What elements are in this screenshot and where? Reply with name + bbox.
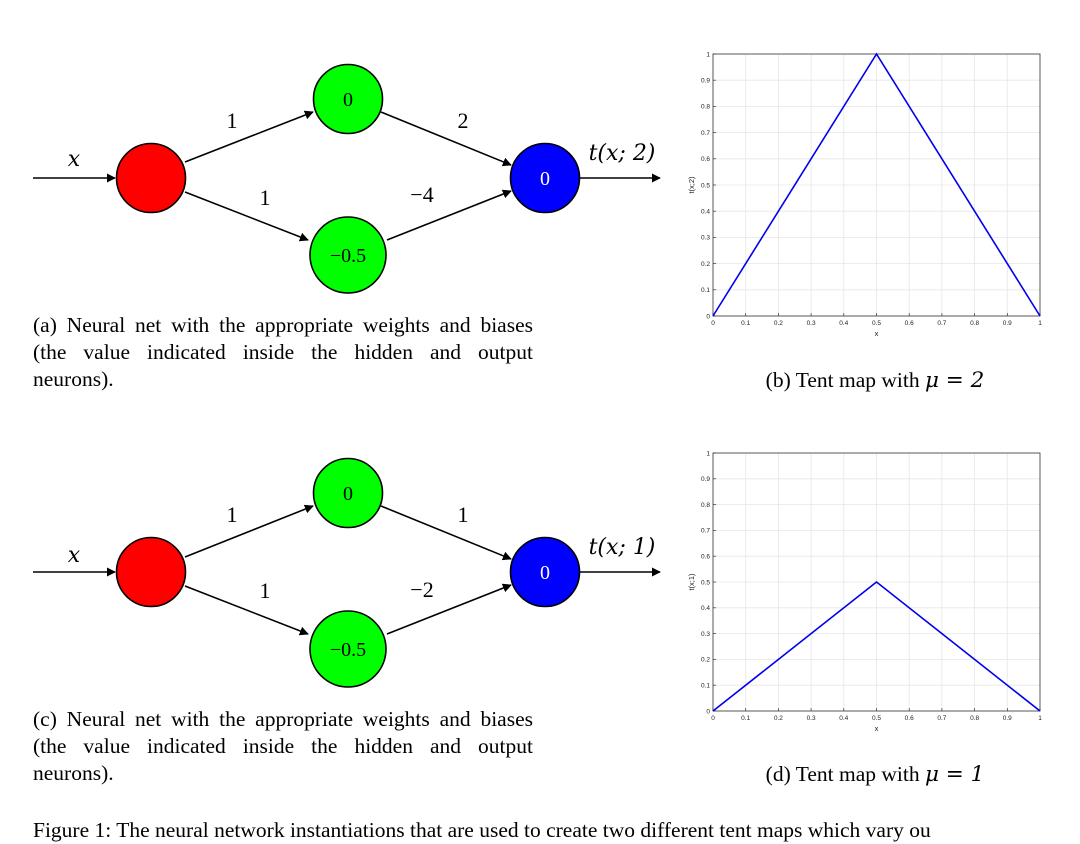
x-tick-label: 0 [711, 715, 715, 722]
x-tick-label: 0.8 [970, 715, 979, 722]
x-tick-label: 0.1 [741, 320, 750, 327]
y-tick-label: 0.4 [701, 605, 710, 612]
x-tick-label: 0.7 [937, 320, 946, 327]
y-tick-label: 1 [706, 51, 710, 58]
x-tick-label: 0.8 [970, 320, 979, 327]
series-line [712, 52, 1041, 317]
y-tick-label: 0.6 [701, 156, 710, 163]
output-label: t(x; 2) [589, 141, 656, 166]
x-tick-label: 0.9 [1003, 320, 1012, 327]
caption-d: (d) Tent map with μ = 1 [700, 761, 1050, 788]
weight-out-bottom: −2 [410, 577, 433, 602]
input-neuron [115, 536, 187, 608]
x-tick-label: 0.6 [905, 715, 914, 722]
hidden-neuron-bottom [309, 216, 387, 294]
weight-out-top: 1 [458, 502, 469, 527]
caption-d-text: (d) Tent map with [765, 762, 925, 786]
y-tick-label: 0.5 [701, 182, 710, 189]
y-tick-label: 0.1 [701, 683, 710, 690]
x-tick-label: 0.3 [807, 715, 816, 722]
x-tick-label: 0 [711, 320, 715, 327]
figure-caption: Figure 1: The neural network instantiati… [33, 818, 931, 842]
x-tick-label: 0.3 [807, 320, 816, 327]
hidden-top-bias: 0 [343, 89, 353, 111]
edge-out-bottom [386, 583, 512, 635]
y-axis-label: t(x;2) [687, 176, 696, 194]
weight-in-top: 1 [227, 108, 238, 133]
x-tick-label: 1 [1038, 715, 1042, 722]
network-a: x 1 1 2 −4 0 −0.5 0 t(x; 2) [33, 63, 661, 294]
output-bias: 0 [540, 168, 550, 190]
tent-map-plot-mu2: 0 0.1 0.2 0.3 0.4 0.5 0.6 0.7 0.8 0.9 1 0 0.1 0.2 0.3 0… [687, 51, 1042, 338]
caption-a: (a) Neural net with the appropriate weig… [33, 313, 533, 391]
edge-in-bottom [184, 191, 309, 242]
y-tick-label: 1 [706, 450, 710, 457]
y-tick-label: 0.6 [701, 554, 710, 561]
input-label: x [68, 543, 81, 568]
y-tick-label: 0.5 [701, 579, 710, 586]
hidden-neuron-top [312, 457, 384, 529]
x-tick-label: 0.2 [774, 715, 783, 722]
caption-b-text: (b) Tent map with [765, 368, 925, 392]
hidden-neuron-top [312, 63, 384, 135]
y-tick-label: 0.9 [701, 476, 710, 483]
caption-c: (c) Neural net with the appropriate weig… [33, 707, 533, 785]
output-neuron [509, 536, 581, 608]
hidden-bottom-bias: −0.5 [330, 639, 366, 661]
weight-in-top: 1 [227, 502, 238, 527]
y-tick-label: 0.8 [701, 104, 710, 111]
y-tick-label: 0.2 [701, 657, 710, 664]
edge-out-bottom [386, 189, 512, 241]
x-tick-label: 0.9 [1003, 715, 1012, 722]
weight-in-bottom: 1 [260, 185, 271, 210]
y-axis-label: t(x;1) [687, 573, 696, 591]
x-axis-label: x [875, 329, 879, 338]
x-tick-label: 0.1 [741, 715, 750, 722]
x-tick-label: 0.7 [937, 715, 946, 722]
caption-d-math: μ = 1 [924, 762, 985, 787]
edge-in-top [184, 504, 314, 558]
network-c: x 1 1 1 −2 0 −0.5 0 t(x; 1) [33, 457, 661, 688]
y-tick-label: 0.1 [701, 287, 710, 294]
x-tick-label: 0.4 [839, 320, 848, 327]
output-label: t(x; 1) [589, 535, 656, 560]
x-tick-label: 0.4 [839, 715, 848, 722]
y-tick-label: 0.9 [701, 78, 710, 85]
y-tick-label: 0.2 [701, 261, 710, 268]
x-tick-label: 0.5 [872, 320, 881, 327]
weight-out-bottom: −4 [410, 182, 433, 207]
y-tick-label: 0 [706, 313, 710, 320]
input-neuron [115, 142, 187, 214]
y-tick-label: 0.8 [701, 502, 710, 509]
y-tick-label: 0.7 [701, 528, 710, 535]
y-tick-label: 0.3 [701, 235, 710, 242]
series-line [712, 580, 1041, 712]
input-label: x [68, 147, 81, 172]
output-bias: 0 [540, 562, 550, 584]
hidden-bottom-bias: −0.5 [330, 245, 366, 267]
x-tick-label: 1 [1038, 320, 1042, 327]
edge-in-top [184, 110, 314, 163]
x-axis-label: x [875, 724, 879, 733]
weight-out-top: 2 [458, 108, 469, 133]
hidden-top-bias: 0 [343, 483, 353, 505]
weight-in-bottom: 1 [260, 578, 271, 603]
caption-b: (b) Tent map with μ = 2 [700, 367, 1050, 394]
x-tick-label: 0.2 [774, 320, 783, 327]
x-tick-label: 0.6 [905, 320, 914, 327]
y-tick-label: 0 [706, 708, 710, 715]
edge-in-bottom [184, 585, 309, 636]
edge-out-top [380, 505, 512, 561]
x-tick-label: 0.5 [872, 715, 881, 722]
hidden-neuron-bottom [309, 610, 387, 688]
tent-map-plot-mu1: 0 0.1 0.2 0.3 0.4 0.5 0.6 0.7 0.8 0.9 1 0 0.1 0.2 0.3 0… [687, 450, 1042, 733]
y-tick-label: 0.7 [701, 130, 710, 137]
caption-b-math: μ = 2 [924, 368, 985, 393]
edge-out-top [380, 111, 512, 167]
y-tick-label: 0.4 [701, 209, 710, 216]
output-neuron [509, 142, 581, 214]
y-tick-label: 0.3 [701, 631, 710, 638]
